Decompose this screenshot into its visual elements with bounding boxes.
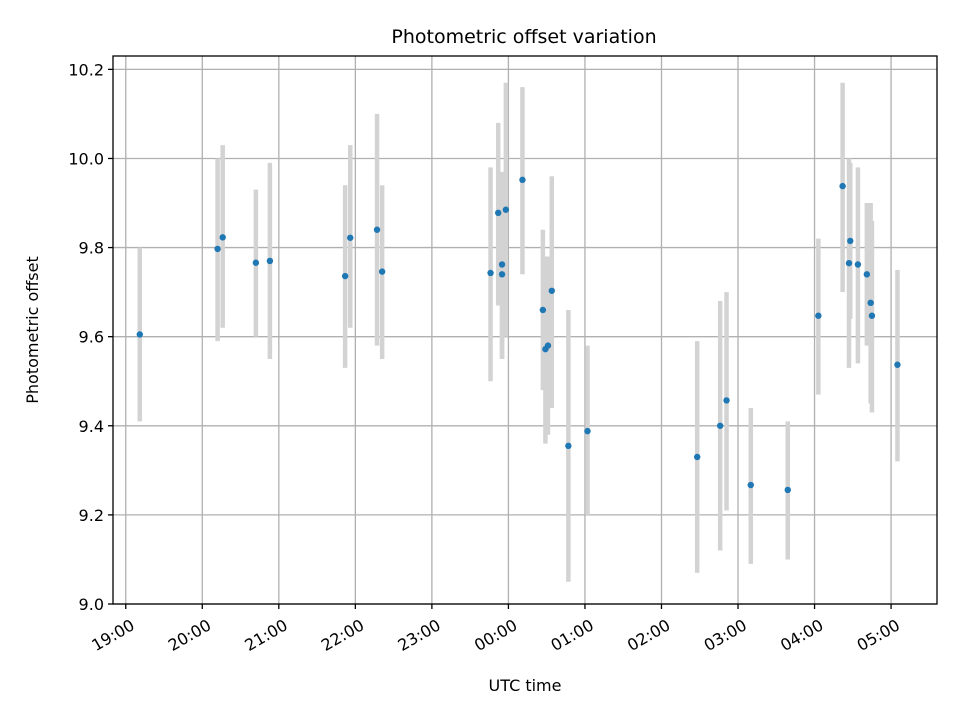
- data-point: [373, 226, 381, 233]
- data-point: [854, 261, 862, 268]
- data-point: [863, 271, 871, 278]
- data-point: [214, 245, 221, 253]
- data-point: [693, 453, 701, 461]
- data-point: [498, 261, 506, 268]
- data-points: [136, 176, 901, 494]
- error-bars: [137, 82, 900, 582]
- data-point: [252, 259, 260, 266]
- data-point: [723, 397, 730, 404]
- data-point: [847, 237, 854, 245]
- data-point: [716, 422, 724, 429]
- y-tick-label: 9.6: [79, 328, 104, 347]
- x-tick-label: 21:00: [241, 615, 290, 655]
- data-point: [868, 312, 876, 319]
- data-point: [347, 234, 354, 241]
- data-point: [544, 342, 552, 349]
- data-point: [495, 209, 502, 217]
- data-point: [548, 287, 555, 294]
- data-point: [498, 271, 506, 278]
- data-point: [839, 182, 846, 190]
- data-point: [815, 312, 822, 319]
- y-tick-label: 9.2: [79, 506, 104, 525]
- data-point: [378, 268, 386, 275]
- data-point: [894, 361, 901, 368]
- data-point: [266, 257, 274, 265]
- x-tick-label: 03:00: [701, 615, 750, 655]
- x-tick-label: 02:00: [624, 615, 673, 655]
- data-point: [341, 272, 349, 280]
- data-point: [519, 176, 526, 184]
- y-tick-label: 9.4: [79, 417, 104, 436]
- chart-title: Photometric offset variation: [391, 26, 656, 48]
- x-tick-label: 22:00: [318, 615, 367, 655]
- y-axis: 9.0 9.2 9.4 9.6 9.8 10.0 10.2: [68, 60, 113, 614]
- y-tick-label: 9.0: [79, 595, 104, 614]
- data-point: [565, 442, 572, 450]
- y-tick-label: 10.2: [68, 60, 104, 79]
- data-point: [219, 234, 226, 241]
- data-point: [784, 486, 791, 494]
- grid: [113, 56, 937, 605]
- x-tick-label: 01:00: [548, 615, 597, 655]
- data-point: [747, 481, 754, 489]
- data-point: [584, 427, 591, 435]
- x-tick-label: 23:00: [394, 615, 443, 655]
- x-axis: 19:00 20:00 21:00 22:00 23:00 00:00 01:00 02:00…: [88, 604, 903, 655]
- x-axis-label: UTC time: [489, 676, 562, 695]
- x-tick-label: 20:00: [165, 615, 214, 655]
- x-tick-label: 00:00: [471, 615, 520, 655]
- y-tick-label: 10.0: [68, 149, 104, 168]
- data-point: [487, 269, 494, 277]
- x-tick-label: 04:00: [777, 615, 826, 655]
- y-axis-label: Photometric offset: [23, 256, 42, 404]
- data-point: [136, 331, 143, 338]
- y-tick-label: 9.8: [79, 239, 104, 258]
- x-tick-label: 05:00: [854, 615, 903, 655]
- data-point: [502, 206, 510, 213]
- data-point: [539, 306, 547, 314]
- plot-frame: [112, 55, 938, 605]
- x-tick-label: 19:00: [88, 615, 137, 655]
- data-point: [867, 299, 874, 307]
- data-point: [845, 259, 853, 267]
